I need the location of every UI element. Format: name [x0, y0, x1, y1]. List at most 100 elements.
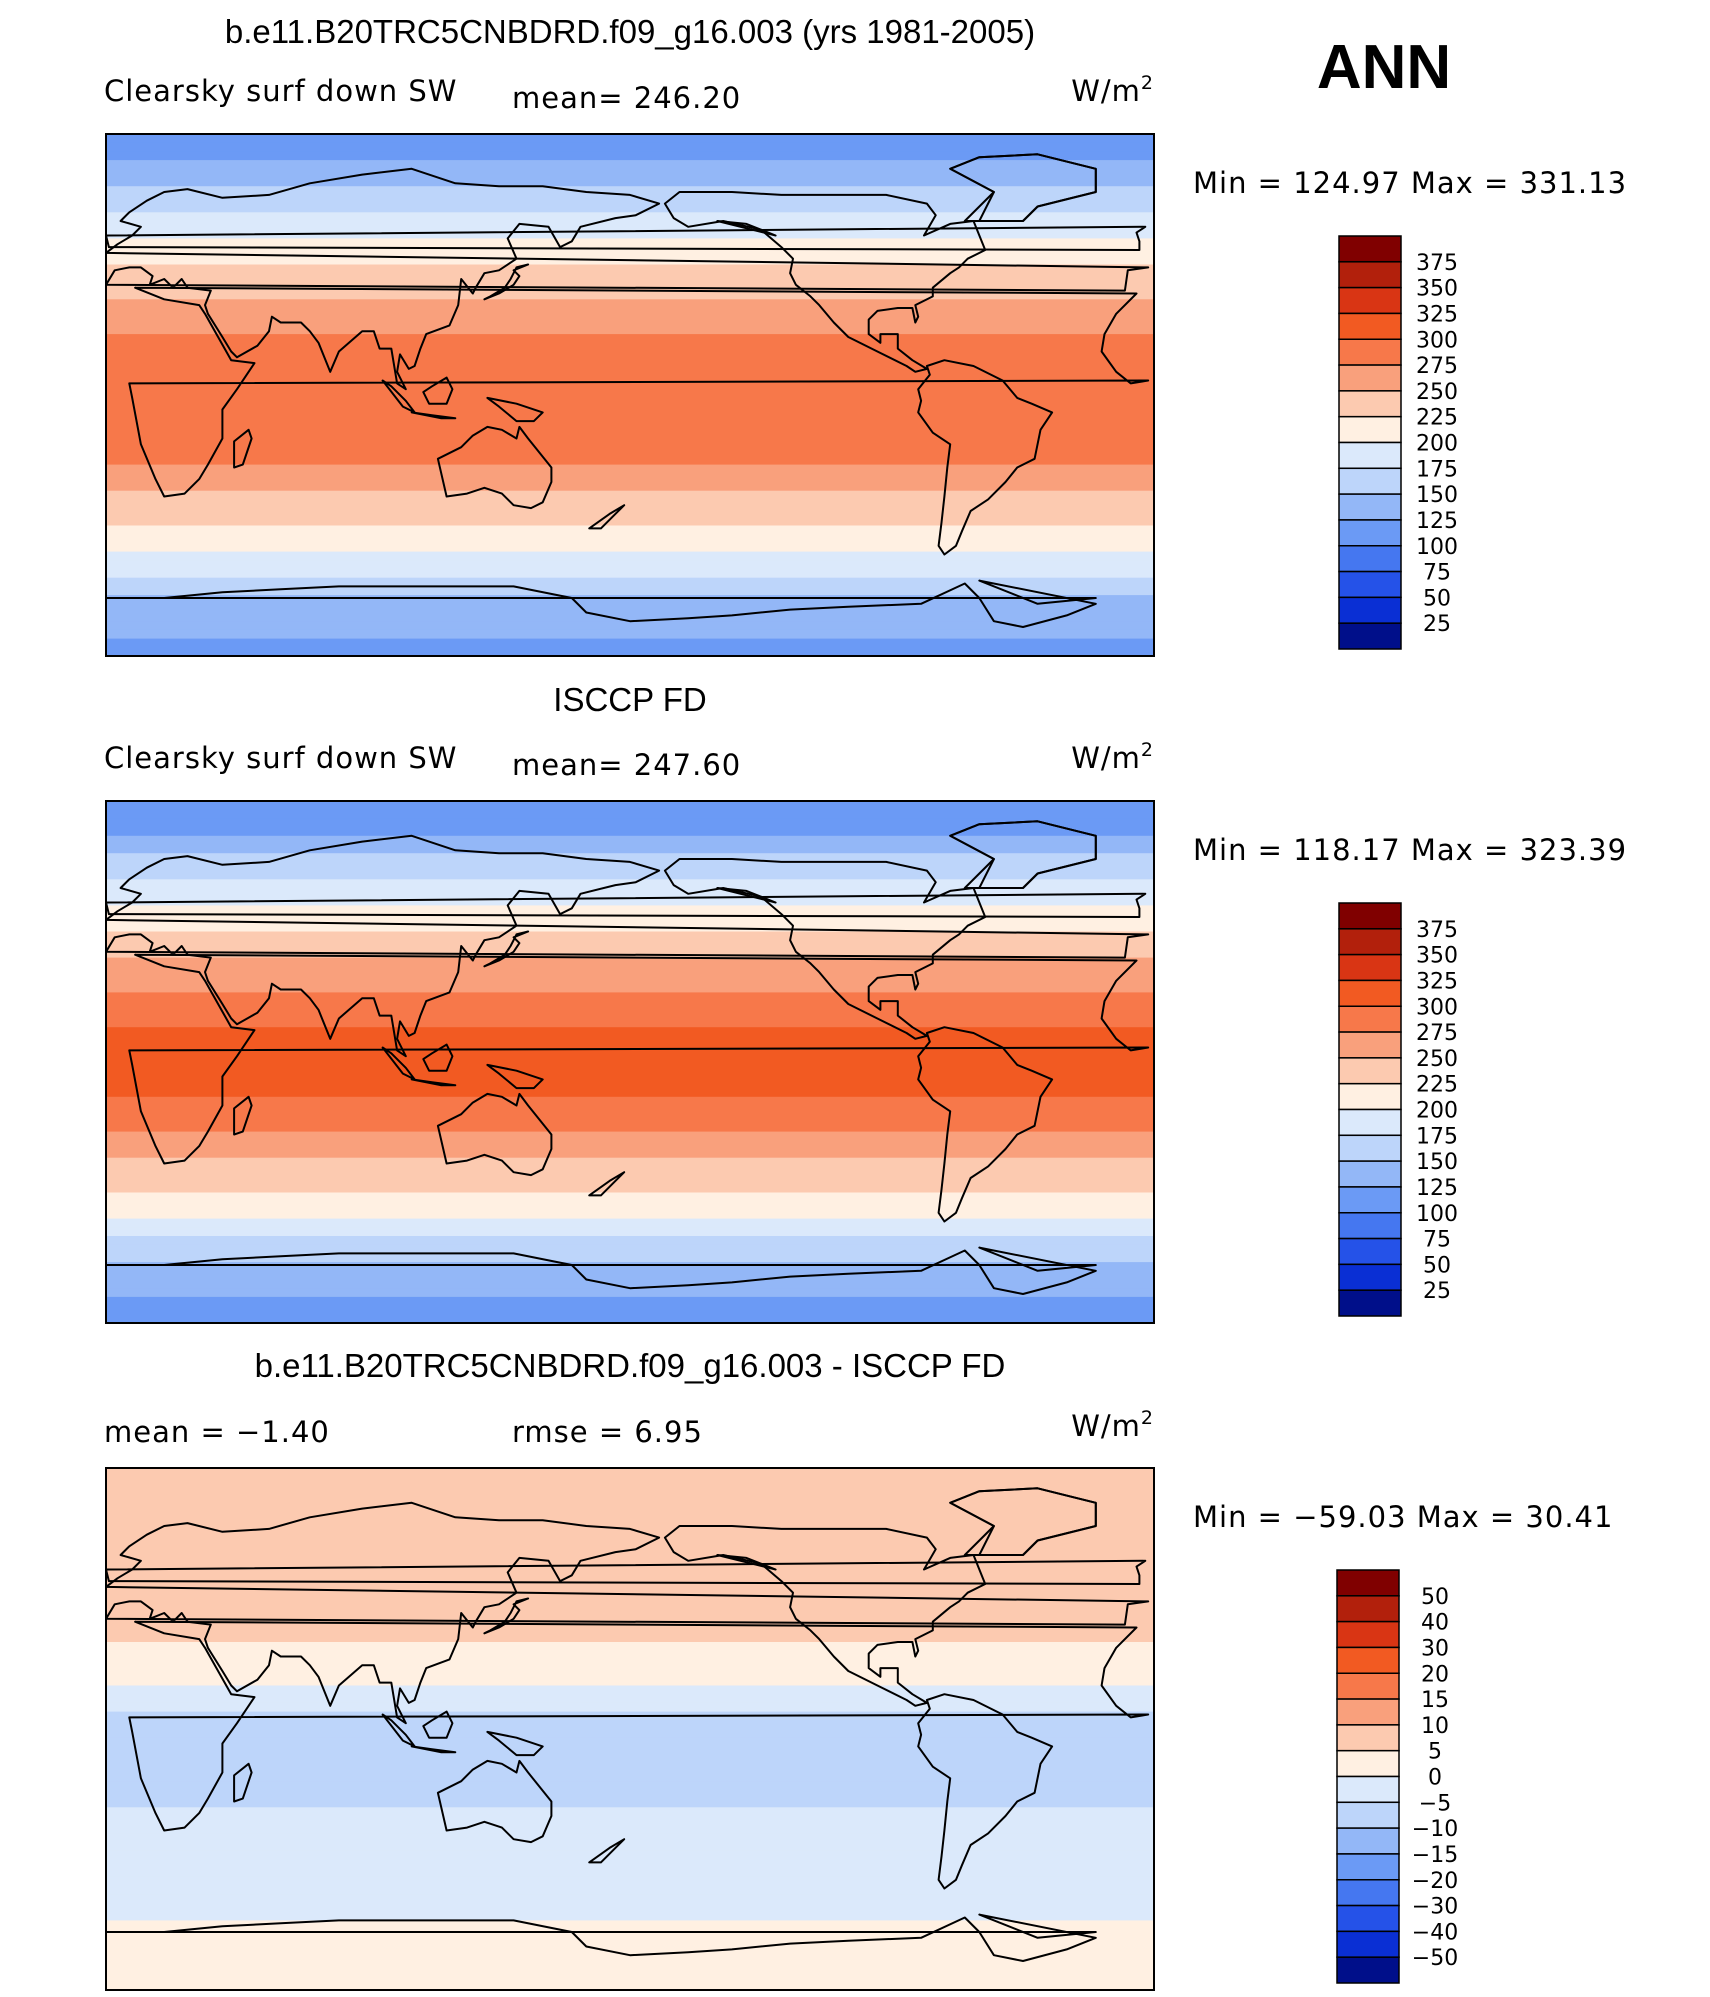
colorbar-tick-label: 100 — [1416, 535, 1458, 560]
colorbar-tick-label: 200 — [1416, 432, 1458, 457]
field-band — [106, 1763, 1154, 1774]
coastline — [106, 579, 1097, 628]
field-band — [106, 1789, 1154, 1800]
field-band — [106, 1781, 1154, 1791]
coastline — [233, 428, 253, 469]
colorbar-box — [1336, 1930, 1400, 1958]
coastline — [381, 379, 416, 414]
colorbar-tick-label: 250 — [1416, 380, 1458, 405]
colorbar-tick-label: 375 — [1416, 251, 1458, 276]
field-band — [106, 931, 1154, 941]
field-band — [106, 1798, 1154, 1808]
field-band — [106, 203, 1154, 213]
field-band — [106, 1598, 1154, 1608]
colorbar: 3753503253002752502252001751501251007550… — [1338, 902, 1458, 1317]
field-band — [106, 1279, 1154, 1289]
field-band — [106, 1218, 1154, 1228]
field-band — [106, 1166, 1154, 1176]
colorbar-box — [1338, 1212, 1402, 1240]
colorbar-tick-label: 300 — [1416, 328, 1458, 353]
colorbar-box — [1338, 390, 1402, 418]
field-band — [106, 1963, 1154, 1974]
coastline — [422, 1043, 454, 1072]
field-band — [106, 403, 1154, 413]
colorbar-box — [1336, 1620, 1400, 1649]
colorbar-box — [1336, 1672, 1400, 1700]
field-band — [106, 247, 1154, 257]
field-band — [106, 835, 1154, 846]
field-band — [106, 368, 1154, 379]
field-band — [106, 1894, 1154, 1904]
field-band — [106, 621, 1154, 631]
units-label: W/m2 — [1071, 1407, 1154, 1443]
field-band — [106, 1131, 1154, 1141]
coastline — [436, 1759, 553, 1844]
field-band — [106, 1824, 1154, 1834]
coastline — [486, 396, 544, 423]
panel-title: ISCCP FD — [553, 681, 706, 718]
field-band — [106, 438, 1154, 448]
field-band — [106, 160, 1154, 170]
field-band — [106, 1537, 1154, 1547]
colorbar-box — [1338, 1237, 1402, 1266]
field-band — [106, 1555, 1154, 1565]
coastline — [716, 887, 777, 904]
coastline — [949, 1487, 1097, 1556]
field-band — [106, 1511, 1154, 1521]
field-band — [106, 603, 1154, 614]
colorbar-box — [1336, 1698, 1400, 1726]
field-band — [106, 827, 1154, 837]
field-band — [106, 1062, 1154, 1072]
colorbar-tick-label: 150 — [1416, 483, 1458, 508]
field-band — [106, 525, 1154, 535]
field-band — [106, 308, 1154, 318]
field-band — [106, 186, 1154, 196]
field-band — [106, 221, 1154, 231]
coastline — [588, 504, 626, 530]
colorbar-tick-label: 50 — [1423, 586, 1451, 611]
field-band — [106, 992, 1154, 1002]
field-band — [106, 975, 1154, 985]
coastline — [483, 1597, 530, 1635]
colorbar-box — [1336, 1775, 1400, 1804]
colorbar-box — [1338, 519, 1402, 547]
coastline — [716, 220, 777, 237]
colorbar-box — [1336, 1646, 1400, 1674]
field-band — [106, 896, 1154, 906]
coastlines — [106, 1487, 1150, 1962]
field-band — [106, 168, 1154, 179]
colorbar-tick-label: 175 — [1416, 457, 1458, 482]
coastline — [716, 1554, 777, 1571]
field-band — [106, 1079, 1154, 1089]
coastline — [436, 1092, 553, 1177]
coastline — [128, 953, 1150, 1165]
field-band — [106, 1018, 1154, 1028]
field-band — [106, 490, 1154, 500]
colorbar-box — [1338, 1057, 1402, 1085]
field-band — [106, 1305, 1154, 1315]
field-band — [106, 499, 1154, 509]
colorbar-tick-label: 5 — [1428, 1740, 1442, 1765]
field-band — [106, 1624, 1154, 1634]
mean-label: mean= 246.20 — [512, 81, 741, 115]
coastlines — [106, 153, 1150, 628]
coastline — [588, 1171, 626, 1197]
panel-title: b.e11.B20TRC5CNBDRD.f09_g16.003 - ISCCP … — [255, 1347, 1006, 1384]
field-band — [106, 1729, 1154, 1739]
colorbar-tick-label: 100 — [1416, 1202, 1458, 1227]
rmse-label: rmse = 6.95 — [512, 1415, 703, 1449]
field-band — [106, 1528, 1154, 1539]
colorbar-box — [1338, 1005, 1402, 1033]
field-band — [106, 351, 1154, 361]
colorbar-tick-label: 350 — [1416, 944, 1458, 969]
colorbar-tick-label: 0 — [1428, 1766, 1442, 1791]
coastline — [410, 411, 457, 420]
field-band — [106, 1633, 1154, 1643]
field-band — [106, 1157, 1154, 1167]
field-band — [106, 455, 1154, 466]
coastline — [949, 153, 1097, 222]
field-band — [106, 861, 1154, 872]
field-band — [106, 1981, 1154, 1990]
field-band — [106, 586, 1154, 596]
